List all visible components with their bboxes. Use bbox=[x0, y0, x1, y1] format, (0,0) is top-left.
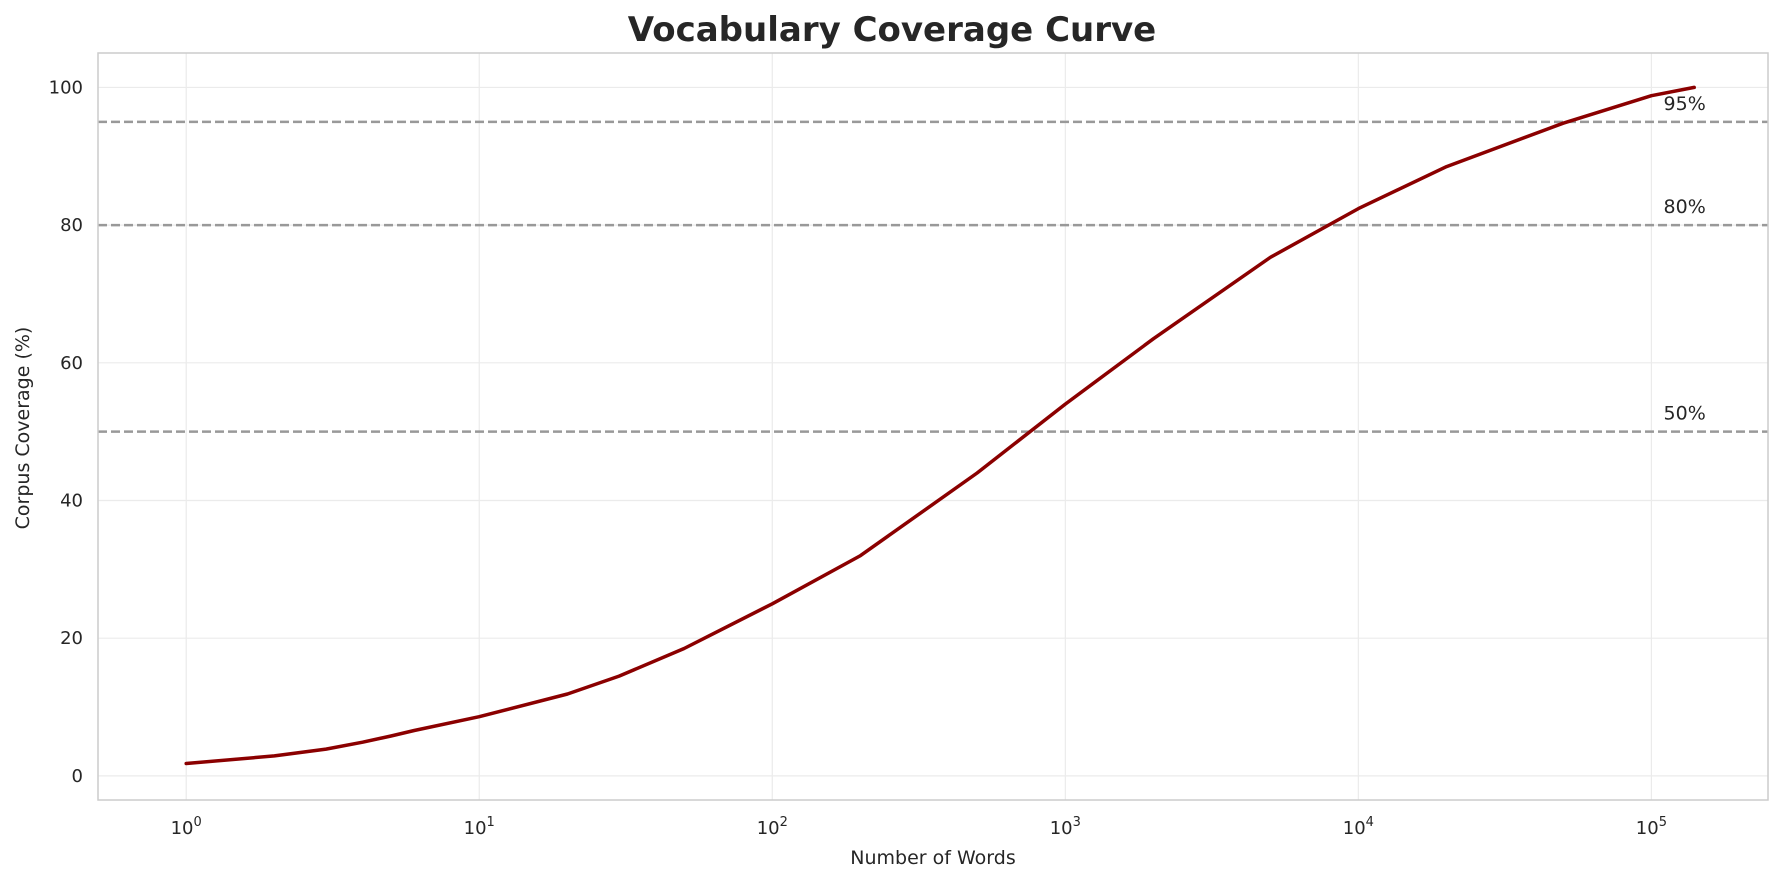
reference-label: 95% bbox=[1664, 93, 1706, 115]
x-tick-label: 100 bbox=[171, 815, 202, 839]
coverage-line bbox=[184, 85, 1696, 766]
x-tick-label: 101 bbox=[464, 815, 495, 839]
y-tick-label: 0 bbox=[72, 766, 83, 787]
reference-label: 50% bbox=[1664, 403, 1706, 425]
x-tick-label: 103 bbox=[1050, 815, 1081, 839]
y-tick-label: 60 bbox=[60, 353, 83, 374]
plot-frame bbox=[97, 52, 1769, 801]
x-axis-title: Number of Words bbox=[850, 847, 1015, 869]
y-axis-title: Corpus Coverage (%) bbox=[12, 327, 34, 530]
y-tick-label: 80 bbox=[60, 215, 83, 236]
x-tick-label: 105 bbox=[1636, 815, 1667, 839]
x-tick-label: 102 bbox=[757, 815, 788, 839]
series-lines bbox=[184, 85, 1696, 766]
y-tick-label: 100 bbox=[49, 77, 83, 98]
reference-lines: 95% 80% 50% bbox=[98, 93, 1768, 433]
reference-label: 80% bbox=[1664, 196, 1706, 218]
y-tick-labels: 0 20 40 60 80 100 bbox=[49, 77, 83, 786]
x-tick-labels: 100 101 102 103 104 105 bbox=[171, 815, 1667, 839]
x-tick-label: 104 bbox=[1343, 815, 1374, 839]
y-tick-label: 20 bbox=[60, 628, 83, 649]
y-tick-label: 40 bbox=[60, 491, 83, 512]
chart-title: Vocabulary Coverage Curve bbox=[628, 10, 1156, 50]
